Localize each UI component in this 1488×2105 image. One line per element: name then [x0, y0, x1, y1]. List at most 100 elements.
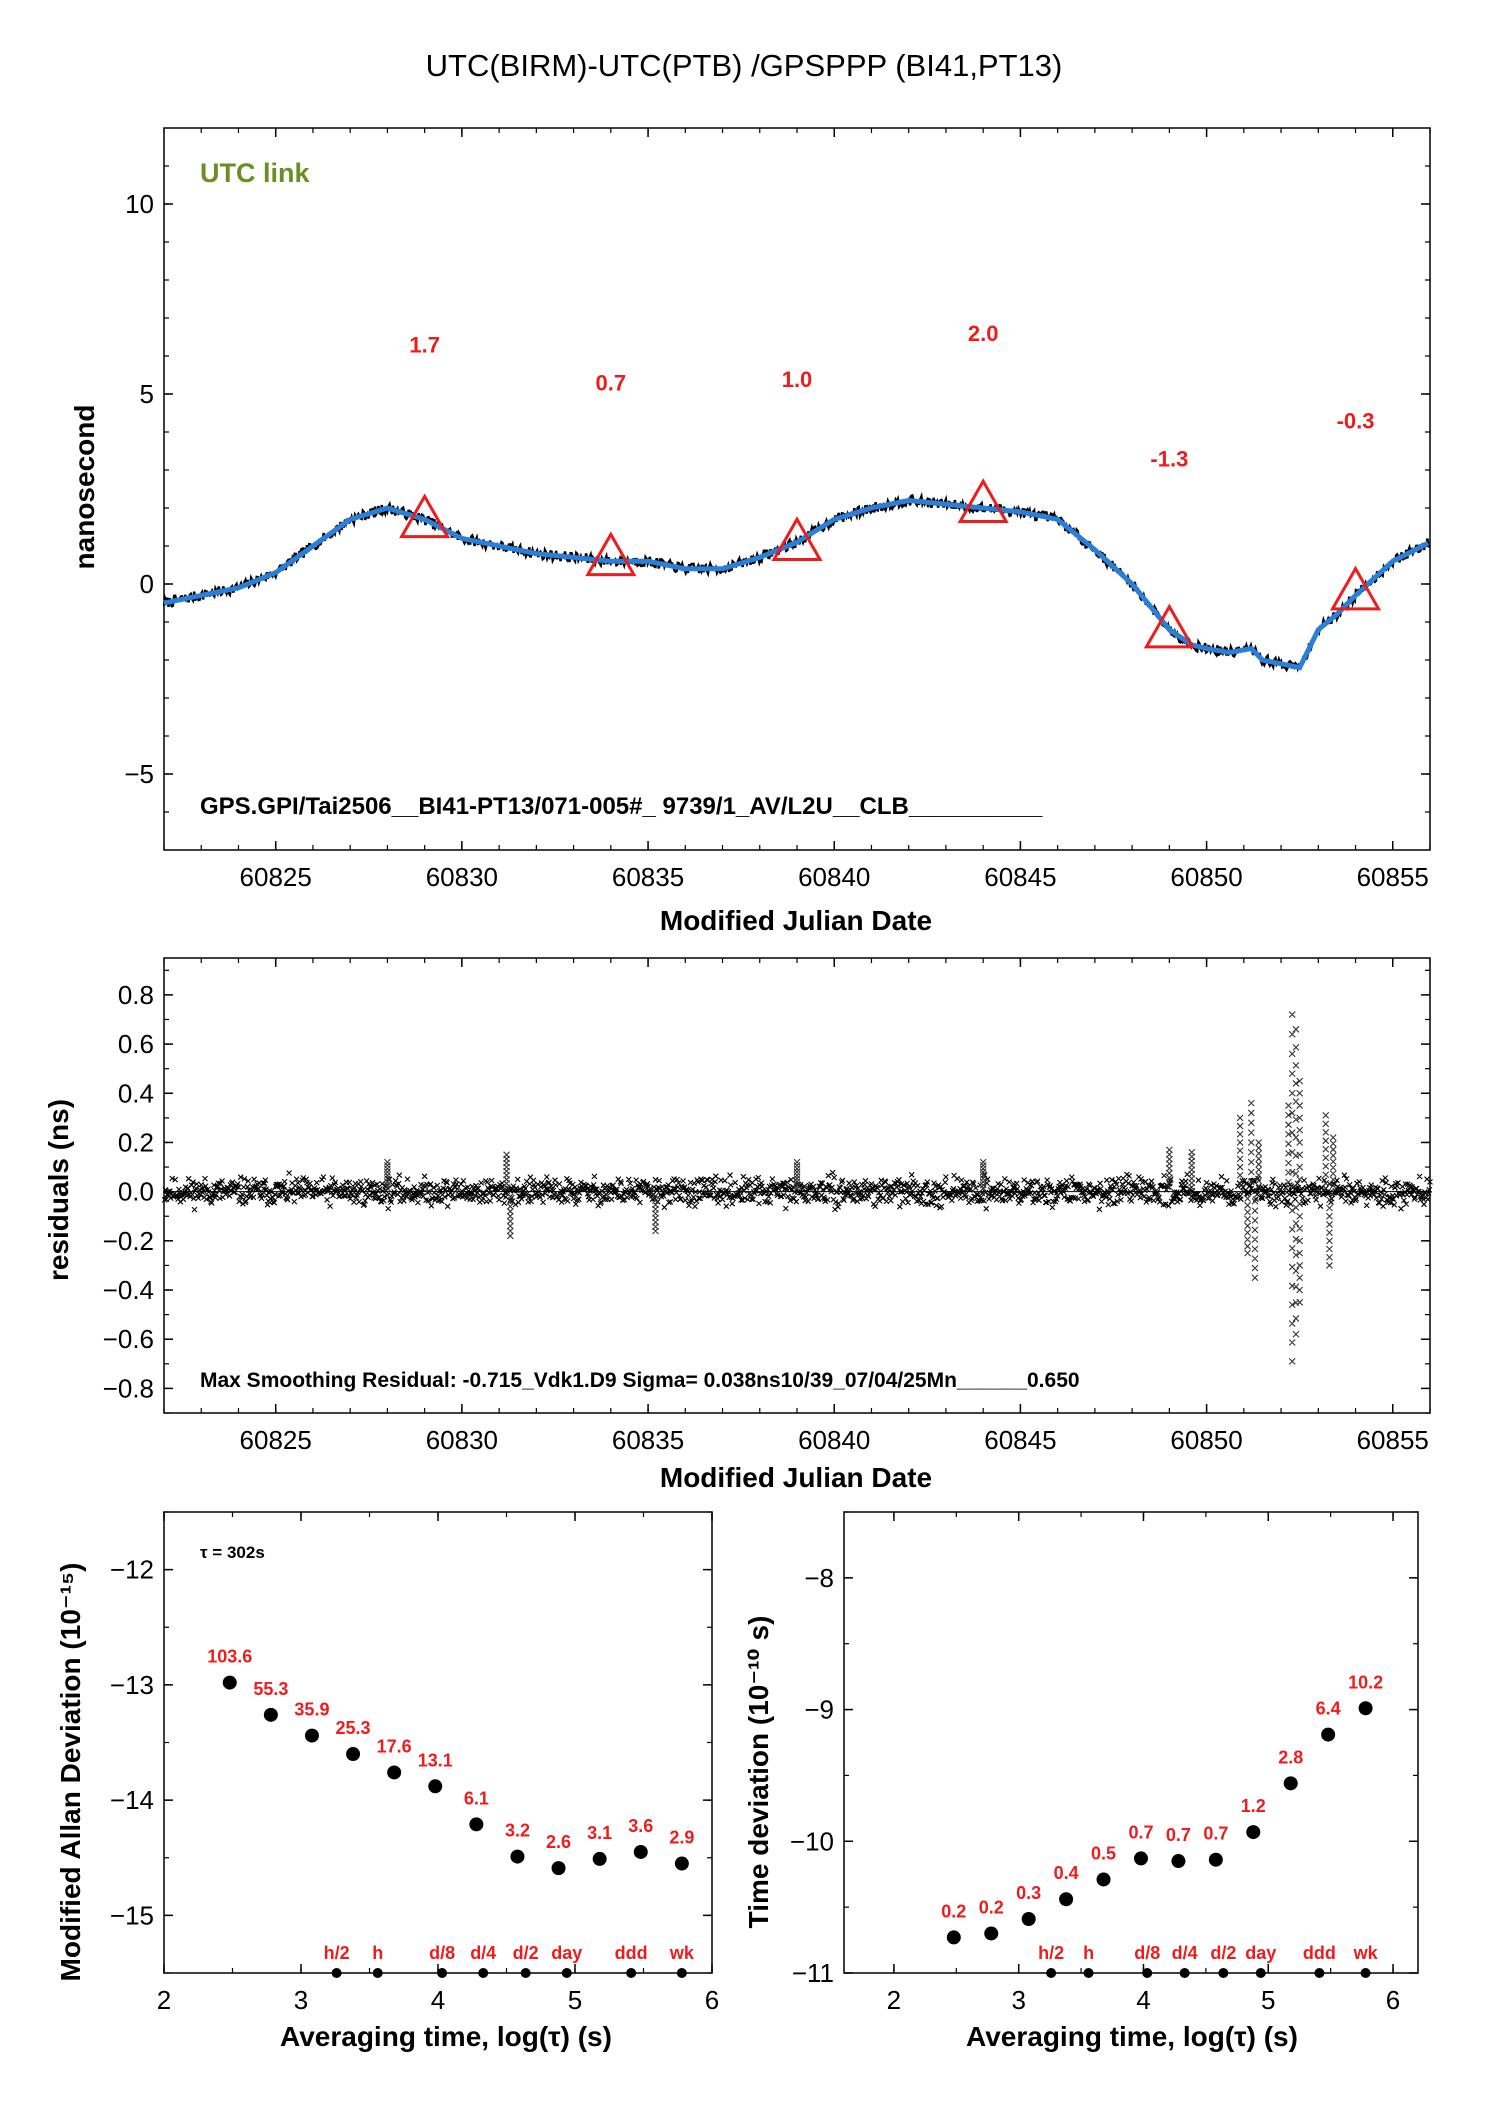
deviation-point [304, 1728, 319, 1743]
time-scale-marker [626, 1968, 637, 1978]
deviation-point [1133, 1851, 1148, 1866]
y-tick-label: −14 [110, 1785, 154, 1815]
x-tick-label: 2 [887, 1985, 901, 2015]
marker-value-label: 1.7 [409, 333, 440, 358]
x-tick-label: 60850 [1170, 1425, 1242, 1455]
deviation-point [551, 1861, 566, 1876]
time-scale-marker [1083, 1968, 1094, 1978]
calibration-triangle-marker [585, 531, 637, 577]
time-scale-label: h/2 [324, 1943, 350, 1963]
deviation-point-label: 2.9 [669, 1828, 694, 1848]
time-scale-label: d/4 [1172, 1943, 1198, 1963]
deviation-point [1358, 1701, 1373, 1716]
deviation-point [1171, 1854, 1186, 1869]
y-tick-label: 0.4 [118, 1078, 154, 1108]
time-scale-label: d/4 [470, 1943, 496, 1963]
smoothed-link-curve [163, 497, 1430, 671]
x-tick-label: 6 [705, 1985, 719, 2015]
p3-y-axis-title: Modified Allan Deviation (10⁻¹⁵) [55, 1563, 86, 1982]
deviation-point-label: 2.8 [1278, 1747, 1303, 1767]
time-scale-label: ddd [1303, 1943, 1336, 1963]
x-tick-label: 4 [1136, 1985, 1150, 2015]
marker-value-label: 1.0 [782, 367, 813, 392]
y-tick-label: −13 [110, 1670, 154, 1700]
residuals-panel: Max Smoothing Residual: -0.715_Vdk1.D9 S… [43, 957, 1433, 1493]
y-tick-label: −0.4 [103, 1275, 154, 1305]
p1-y-axis-title: nanosecond [69, 405, 100, 570]
x-tick-label: 5 [568, 1985, 582, 2015]
deviation-point [633, 1844, 648, 1859]
x-tick-label: 60840 [798, 862, 870, 892]
deviation-point-label: 13.1 [418, 1750, 453, 1770]
p1-info-line: GPS.GPI/Tai2506__BI41-PT13/071-005#_ 973… [200, 793, 1043, 820]
x-tick-label: 6 [1386, 1985, 1400, 2015]
time-scale-label: d/8 [429, 1943, 455, 1963]
plot-frame [843, 1511, 1419, 1974]
x-tick-label: 60825 [240, 862, 312, 892]
deviation-point-label: 1.2 [1241, 1796, 1266, 1816]
time-scale-marker [520, 1968, 531, 1978]
p2-x-axis-title: Modified Julian Date [660, 1462, 932, 1493]
plot-frame [163, 127, 1431, 851]
x-tick-label: 60835 [612, 1425, 684, 1455]
x-tick-label: 60830 [426, 862, 498, 892]
calibration-triangle-marker [1143, 603, 1195, 649]
time-scale-label: d/2 [1210, 1943, 1236, 1963]
y-tick-label: −10 [790, 1826, 834, 1856]
p1-x-axis-title: Modified Julian Date [660, 905, 932, 936]
marker-value-label: 0.7 [596, 371, 627, 396]
y-tick-label: 0.2 [118, 1127, 154, 1157]
deviation-point [222, 1675, 237, 1690]
time-scale-label: d/8 [1134, 1943, 1160, 1963]
deviation-point-label: 6.1 [464, 1788, 489, 1808]
deviation-point [1059, 1892, 1074, 1907]
allan-deviation-panel: τ = 302s Averaging time, log(τ) (s) Modi… [55, 1511, 719, 2052]
y-tick-label: −15 [110, 1900, 154, 1930]
x-tick-label: 60830 [426, 1425, 498, 1455]
deviation-point [946, 1930, 961, 1945]
y-tick-label: −5 [124, 759, 154, 789]
p4-x-axis-title: Averaging time, log(τ) (s) [966, 2021, 1298, 2052]
calibration-triangle-marker [1329, 565, 1382, 611]
plot-frame [163, 1511, 713, 1974]
y-tick-label: −12 [110, 1555, 154, 1585]
calibration-triangle-marker [399, 493, 451, 539]
p3-x-axis-title: Averaging time, log(τ) (s) [280, 2021, 612, 2052]
deviation-point-label: 2.6 [546, 1832, 571, 1852]
residual-points-cloud [161, 1169, 1433, 1213]
deviation-point [1208, 1852, 1223, 1867]
time-scale-marker [478, 1968, 489, 1978]
deviation-point-label: 0.3 [1016, 1883, 1041, 1903]
deviation-point-label: 0.5 [1091, 1843, 1116, 1863]
p2-info-line: Max Smoothing Residual: -0.715_Vdk1.D9 S… [200, 1369, 1080, 1392]
time-scale-marker [1179, 1968, 1190, 1978]
time-scale-label: day [1245, 1943, 1276, 1963]
deviation-point [510, 1849, 525, 1864]
deviation-point-label: 35.9 [294, 1700, 329, 1720]
deviation-point [346, 1747, 361, 1762]
deviation-point-label: 10.2 [1348, 1672, 1383, 1692]
time-scale-marker [1314, 1968, 1325, 1978]
utc-link-panel: UTC link GPS.GPI/Tai2506__BI41-PT13/071-… [69, 127, 1431, 936]
time-scale-label: wk [669, 1943, 695, 1963]
deviation-point-label: 0.4 [1054, 1863, 1079, 1883]
deviation-point [263, 1707, 278, 1722]
deviation-point-label: 0.7 [1166, 1825, 1191, 1845]
time-scale-marker [1360, 1968, 1371, 1978]
y-tick-label: −9 [804, 1695, 834, 1725]
time-scale-marker [1218, 1968, 1229, 1978]
time-scale-label: wk [1353, 1943, 1379, 1963]
y-tick-label: 0.6 [118, 1029, 154, 1059]
time-scale-label: day [551, 1943, 582, 1963]
deviation-point [387, 1765, 402, 1780]
y-tick-label: −0.6 [103, 1324, 154, 1354]
calibration-triangle-marker [771, 516, 823, 561]
deviation-point [1283, 1776, 1298, 1791]
deviation-point [428, 1779, 443, 1794]
time-scale-label: h/2 [1038, 1943, 1064, 1963]
x-tick-label: 3 [294, 1985, 308, 2015]
time-scale-label: h [1083, 1943, 1094, 1963]
y-tick-label: −0.8 [103, 1373, 154, 1403]
time-scale-label: d/2 [513, 1943, 539, 1963]
deviation-point-label: 103.6 [207, 1647, 252, 1667]
